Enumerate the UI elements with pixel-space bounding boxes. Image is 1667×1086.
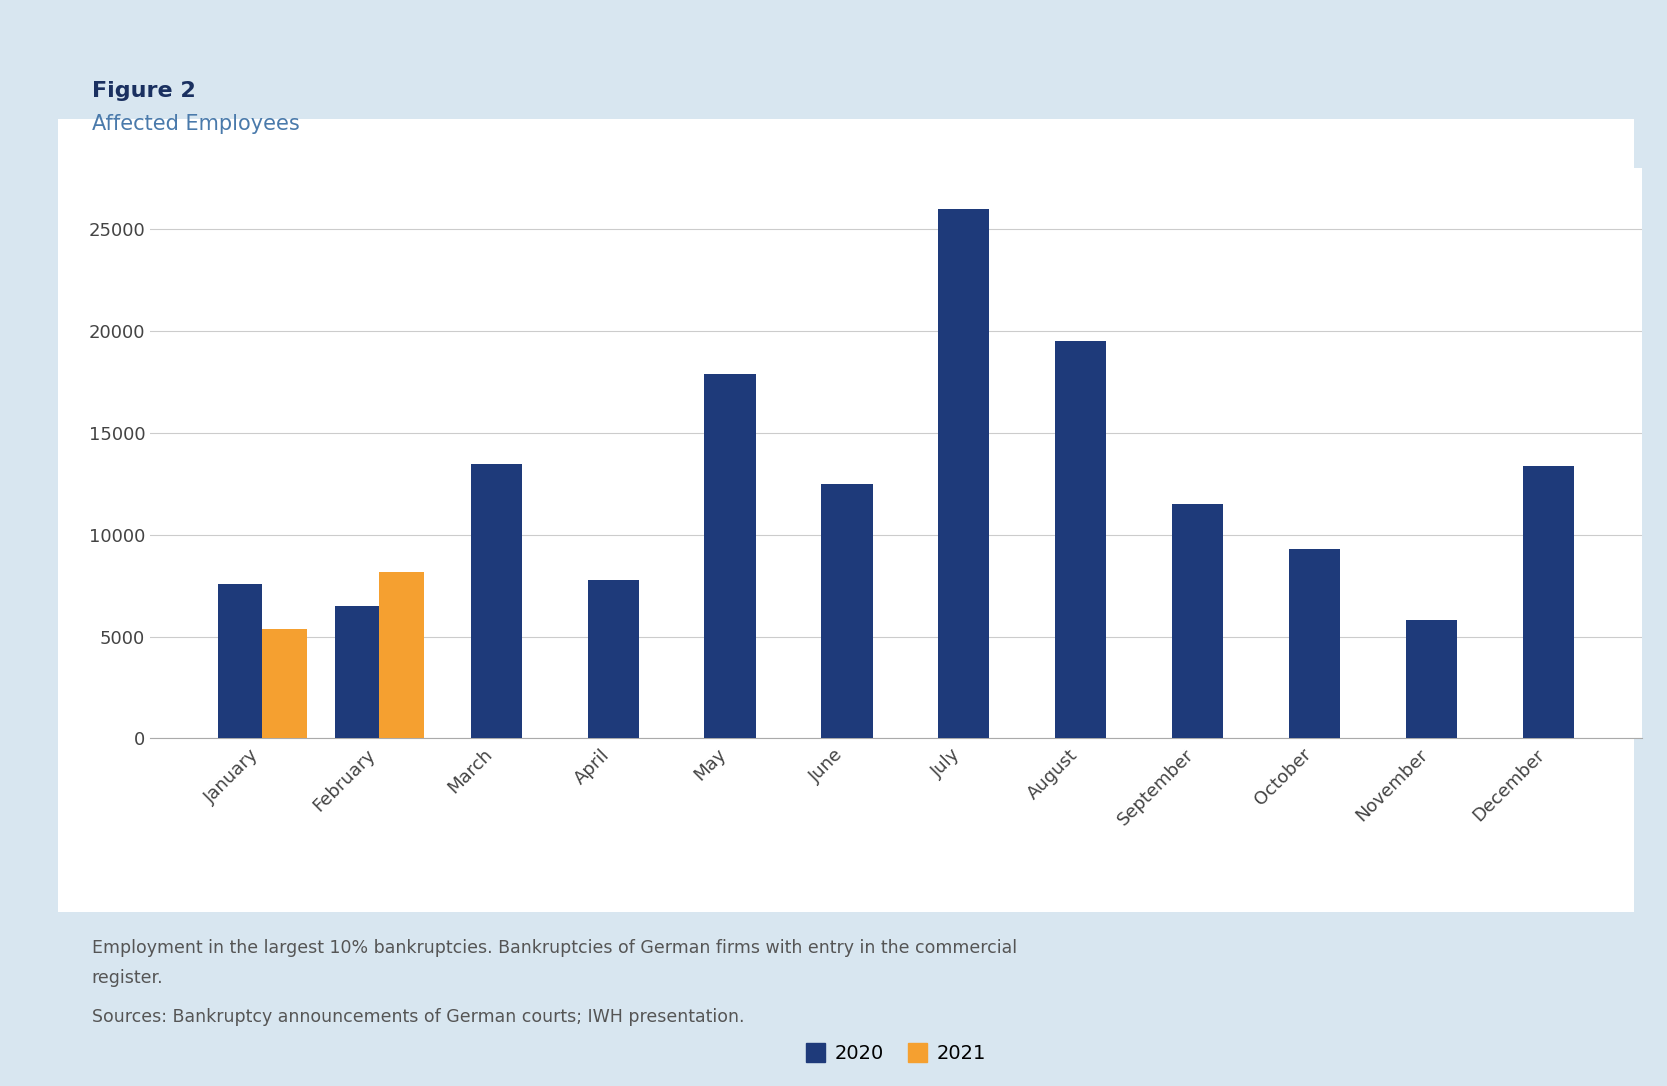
Bar	[1407, 620, 1457, 738]
Text: Sources: Bankruptcy announcements of German courts; IWH presentation.: Sources: Bankruptcy announcements of Ger…	[92, 1008, 743, 1026]
Text: Employment in the largest 10% bankruptcies. Bankruptcies of German firms with en: Employment in the largest 10% bankruptci…	[92, 939, 1017, 958]
Bar	[587, 580, 638, 738]
Bar	[705, 374, 755, 738]
Legend: 2020, 2021: 2020, 2021	[798, 1035, 994, 1071]
Bar	[1055, 341, 1107, 738]
Bar	[1289, 550, 1340, 738]
Bar	[335, 606, 378, 738]
Text: Figure 2: Figure 2	[92, 81, 195, 101]
Bar	[1524, 466, 1574, 738]
Text: register.: register.	[92, 969, 163, 987]
Bar	[262, 629, 307, 738]
Bar	[822, 484, 872, 738]
Bar	[1172, 504, 1224, 738]
Bar	[470, 464, 522, 738]
Text: Affected Employees: Affected Employees	[92, 114, 300, 134]
Bar	[218, 584, 262, 738]
Bar	[939, 209, 990, 738]
Bar	[378, 571, 423, 738]
